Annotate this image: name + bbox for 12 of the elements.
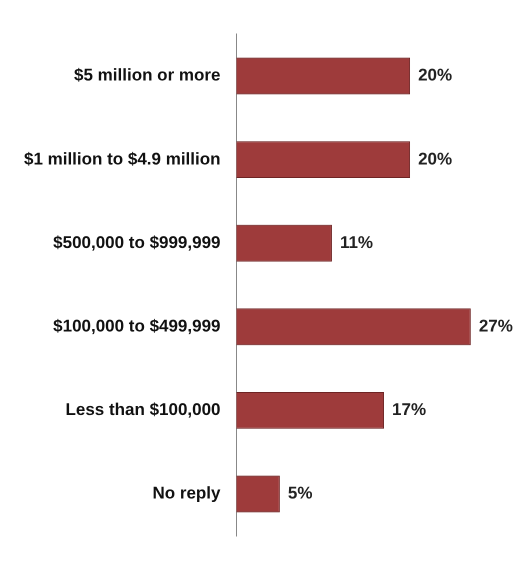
data-label: 27% xyxy=(478,316,513,336)
y-tick-label: Less than $100,000 xyxy=(66,400,220,420)
data-label: 11% xyxy=(340,232,374,252)
data-label: 17% xyxy=(392,400,426,420)
y-tick-label: $5 million or more xyxy=(74,66,220,85)
y-tick-label: $500,000 to $999,999 xyxy=(53,232,220,252)
data-label: 20% xyxy=(418,66,452,85)
y-tick-label: No reply xyxy=(152,484,222,503)
data-label: 5% xyxy=(288,484,312,503)
data-label: 20% xyxy=(418,149,452,168)
y-tick-label: $100,000 to $499,999 xyxy=(53,316,220,336)
y-tick-label: $1 million to $4.9 million xyxy=(24,149,220,168)
